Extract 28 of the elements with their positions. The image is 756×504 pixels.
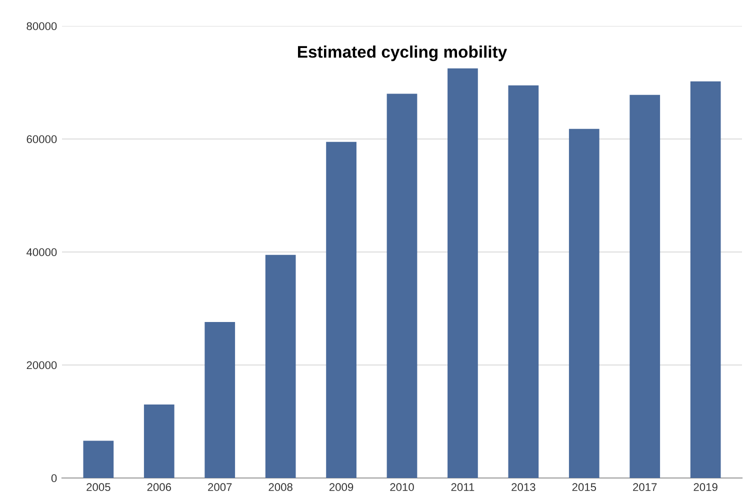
y-tick-label: 0 [51,474,57,482]
x-tick-label: 2015 [572,483,596,492]
x-tick-label: 2007 [208,483,232,492]
x-tick-label: 2010 [390,483,414,492]
bar [265,254,296,478]
x-tick-label: 2005 [86,483,110,492]
y-tick-label: 20000 [26,361,57,370]
x-tick-label: 2011 [451,483,474,492]
x-tick-label: 2006 [147,483,172,492]
text: Estimated cycling mobility [298,46,508,62]
bar [144,404,174,478]
bar [508,85,539,478]
bar [326,142,356,478]
x-tick-label: 2008 [268,483,292,492]
bar [386,94,418,478]
x-tick-label: 2017 [633,483,657,492]
x-tick-label: 2013 [512,483,536,492]
bar [204,322,236,478]
y-tick-label: 40000 [26,248,57,256]
y-tick-label: 80000 [26,22,57,30]
bar [630,94,660,478]
bar [690,81,721,478]
bar [83,440,114,478]
bar [568,128,600,478]
x-tick-label: 2009 [329,483,354,492]
x-tick-label: 2019 [694,483,718,492]
y-tick-label: 60000 [26,135,57,144]
bar [448,68,478,478]
